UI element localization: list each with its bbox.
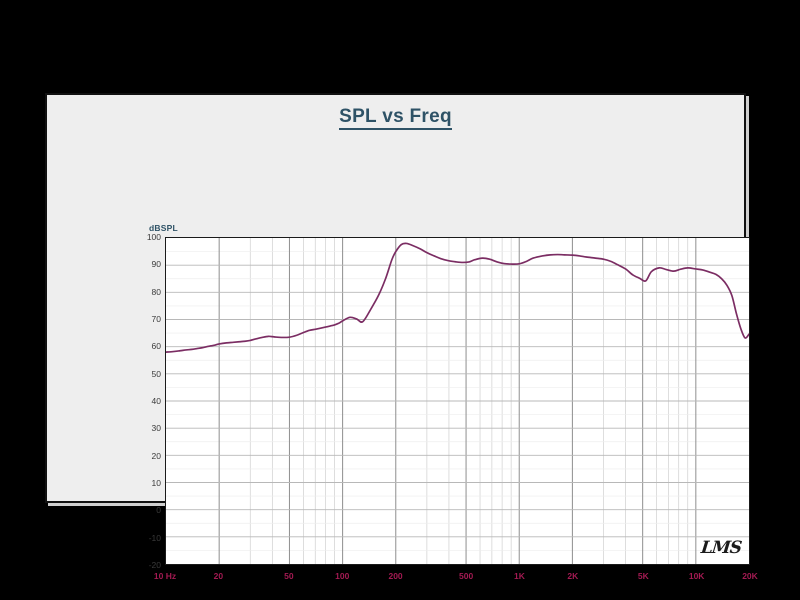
horizontal-minor-gridlines (166, 251, 749, 551)
x-axis-tick-labels: 10 Hz 20 50 100 200 500 1K 2K 5K 10K 20K (154, 571, 758, 587)
y-axis-label: dBSPL (149, 223, 178, 233)
x-axis-tick: 10 Hz (153, 571, 177, 581)
y-axis-tick: -10 (148, 532, 161, 543)
spl-response-curve (166, 242, 749, 353)
y-axis-tick: 90 (151, 259, 161, 270)
x-axis-tick: 100 (335, 571, 350, 581)
chart-title-text: SPL vs Freq (339, 106, 452, 130)
y-axis-tick: -20 (148, 560, 161, 570)
plot-svg (166, 238, 749, 564)
x-axis-tick: 2K (567, 571, 579, 581)
horizontal-major-gridlines (166, 264, 749, 538)
y-axis-tick: 50 (151, 368, 161, 379)
x-axis-tick: 50 (284, 571, 294, 581)
y-axis-tick: 0 (156, 505, 161, 516)
y-axis-tick: 100 (146, 232, 161, 242)
chart-title: SPL vs Freq (47, 106, 744, 130)
y-axis-tick: 40 (151, 396, 161, 406)
y-axis-tick: 30 (151, 423, 161, 434)
x-axis-tick: 1K (513, 571, 525, 581)
y-axis-tick: 70 (151, 314, 161, 324)
y-axis-tick: 60 (151, 341, 161, 352)
x-axis-tick: 200 (388, 571, 403, 581)
y-axis-tick: 20 (151, 450, 161, 461)
x-axis-tick: 10K (688, 571, 705, 581)
x-axis-tick: 20 (213, 571, 224, 581)
y-axis-tick: 10 (151, 478, 161, 488)
y-axis-tick: 80 (151, 286, 161, 297)
plot-area: LMS (165, 237, 750, 565)
x-axis-tick: 500 (458, 571, 474, 581)
x-axis-tick: 20K (742, 571, 758, 581)
lms-watermark: LMS (699, 538, 743, 558)
chart-panel: SPL vs Freq dBSPL 100 90 80 70 60 50 40 30 20 10 0… (45, 93, 758, 581)
plot-area-wrapper: LMS (165, 237, 750, 565)
y-axis-tick-labels: 100 90 80 70 60 50 40 30 20 10 0 -10 -20 (125, 232, 161, 570)
x-axis-tick: 5K (637, 571, 649, 581)
